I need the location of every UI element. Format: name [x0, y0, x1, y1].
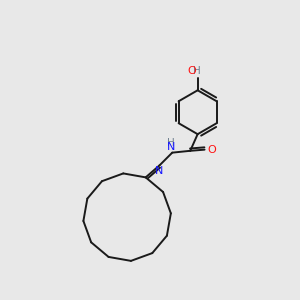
Text: O: O [208, 145, 216, 155]
Text: H: H [193, 66, 200, 76]
Text: H: H [167, 139, 175, 148]
Text: N: N [167, 142, 175, 152]
Text: O: O [188, 66, 196, 76]
Text: N: N [155, 166, 163, 176]
